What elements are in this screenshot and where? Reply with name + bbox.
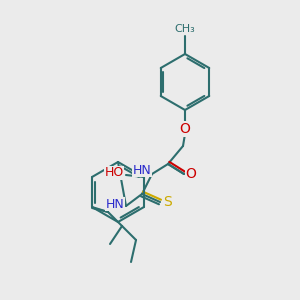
Text: O: O bbox=[180, 122, 190, 136]
Text: S: S bbox=[164, 195, 172, 209]
Text: CH₃: CH₃ bbox=[175, 24, 195, 34]
Text: O: O bbox=[186, 167, 196, 181]
Text: HO: HO bbox=[104, 167, 124, 179]
Text: HN: HN bbox=[133, 164, 152, 176]
Text: HN: HN bbox=[106, 197, 124, 211]
